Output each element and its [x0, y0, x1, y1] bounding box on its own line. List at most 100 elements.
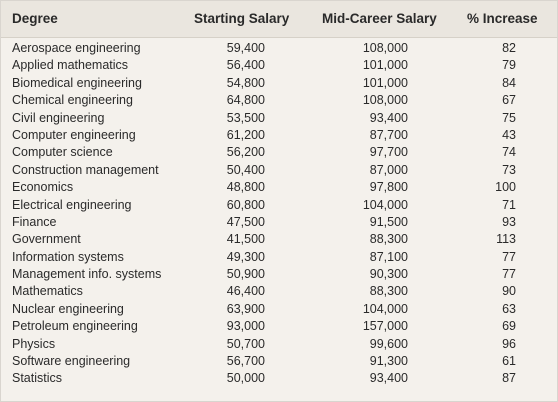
degree-cell: Mathematics — [12, 284, 83, 299]
percent-increase-cell: 67 — [502, 93, 516, 108]
percent-increase-cell: 43 — [502, 127, 516, 142]
table-row: Electrical engineering 60,800 104,000 71 — [1, 197, 557, 214]
starting-salary-cell: 50,000 — [226, 371, 265, 386]
percent-increase-cell: 69 — [502, 319, 516, 334]
degree-cell: Computer science — [12, 145, 113, 160]
degree-cell: Applied mathematics — [12, 58, 129, 73]
table-row: Biomedical engineering 54,800 101,000 84 — [1, 75, 557, 92]
starting-salary-cell: 50,700 — [226, 336, 265, 351]
degree-cell: Nuclear engineering — [12, 301, 124, 316]
degree-cell: Management info. systems — [12, 267, 162, 282]
mid-career-salary-cell: 87,000 — [369, 162, 408, 177]
starting-salary-cell: 56,700 — [226, 354, 265, 369]
table-header: Degree Starting Salary Mid-Career Salary… — [1, 1, 557, 38]
degree-cell: Government — [12, 232, 81, 247]
degree-cell: Finance — [12, 214, 57, 229]
starting-salary-cell: 61,200 — [226, 127, 265, 142]
percent-increase-cell: 75 — [502, 110, 516, 125]
degree-cell: Physics — [12, 336, 56, 351]
percent-increase-cell: 90 — [502, 284, 516, 299]
starting-salary-cell: 93,000 — [226, 319, 265, 334]
degree-cell: Statistics — [12, 371, 63, 386]
percent-increase-cell: 84 — [502, 75, 516, 90]
starting-salary-cell: 63,900 — [226, 301, 265, 316]
mid-career-salary-cell: 91,300 — [369, 354, 408, 369]
percent-increase-cell: 77 — [502, 249, 516, 264]
header-percent-increase: % Increase — [467, 11, 538, 26]
starting-salary-cell: 49,300 — [226, 249, 265, 264]
percent-increase-cell: 71 — [502, 197, 516, 212]
starting-salary-cell: 59,400 — [226, 41, 265, 55]
starting-salary-cell: 54,800 — [226, 75, 265, 90]
table-row: Computer engineering 61,200 87,700 43 — [1, 127, 557, 144]
mid-career-salary-cell: 88,300 — [369, 232, 408, 247]
starting-salary-cell: 46,400 — [226, 284, 265, 299]
mid-career-salary-cell: 91,500 — [369, 214, 408, 229]
percent-increase-cell: 61 — [502, 354, 516, 369]
table-row: Information systems 49,300 87,100 77 — [1, 249, 557, 266]
mid-career-salary-cell: 101,000 — [362, 58, 408, 73]
mid-career-salary-cell: 93,400 — [369, 371, 408, 386]
mid-career-salary-cell: 97,700 — [369, 145, 408, 160]
degree-cell: Biomedical engineering — [12, 75, 142, 90]
table-row: Applied mathematics 56,400 101,000 79 — [1, 57, 557, 74]
table-row: Finance 47,500 91,500 93 — [1, 214, 557, 231]
degree-cell: Economics — [12, 180, 74, 195]
mid-career-salary-cell: 101,000 — [362, 75, 408, 90]
table-row: Civil engineering 53,500 93,400 75 — [1, 110, 557, 127]
mid-career-salary-cell: 93,400 — [369, 110, 408, 125]
starting-salary-cell: 50,900 — [226, 267, 265, 282]
mid-career-salary-cell: 99,600 — [369, 336, 408, 351]
table-row: Aerospace engineering 59,400 108,000 82 — [1, 40, 557, 57]
table-row: Management info. systems 50,900 90,300 7… — [1, 266, 557, 283]
percent-increase-cell: 74 — [502, 145, 516, 160]
mid-career-salary-cell: 88,300 — [369, 284, 408, 299]
degree-cell: Computer engineering — [12, 127, 136, 142]
table-row: Physics 50,700 99,600 96 — [1, 336, 557, 353]
percent-increase-cell: 87 — [502, 371, 516, 386]
starting-salary-cell: 53,500 — [226, 110, 265, 125]
percent-increase-cell: 113 — [496, 232, 516, 247]
starting-salary-cell: 56,200 — [226, 145, 265, 160]
table-row: Mathematics 46,400 88,300 90 — [1, 283, 557, 300]
degree-cell: Information systems — [12, 249, 124, 264]
table-row: Economics 48,800 97,800 100 — [1, 179, 557, 196]
degree-cell: Civil engineering — [12, 110, 105, 125]
mid-career-salary-cell: 108,000 — [362, 41, 408, 55]
starting-salary-cell: 64,800 — [226, 93, 265, 108]
table-row: Nuclear engineering 63,900 104,000 63 — [1, 301, 557, 318]
starting-salary-cell: 60,800 — [226, 197, 265, 212]
percent-increase-cell: 93 — [502, 214, 516, 229]
percent-increase-cell: 73 — [502, 162, 516, 177]
mid-career-salary-cell: 87,700 — [369, 127, 408, 142]
table-row: Computer science 56,200 97,700 74 — [1, 144, 557, 161]
starting-salary-cell: 47,500 — [226, 214, 265, 229]
starting-salary-cell: 50,400 — [226, 162, 265, 177]
degree-cell: Chemical engineering — [12, 93, 133, 108]
percent-increase-cell: 63 — [502, 301, 516, 316]
mid-career-salary-cell: 108,000 — [362, 93, 408, 108]
degree-cell: Aerospace engineering — [12, 41, 141, 55]
starting-salary-cell: 48,800 — [226, 180, 265, 195]
header-degree: Degree — [12, 11, 58, 26]
degree-cell: Electrical engineering — [12, 197, 132, 212]
mid-career-salary-cell: 87,100 — [369, 249, 408, 264]
table-row: Software engineering 56,700 91,300 61 — [1, 353, 557, 370]
degree-cell: Software engineering — [12, 354, 131, 369]
mid-career-salary-cell: 157,000 — [362, 319, 408, 334]
table-row: Chemical engineering 64,800 108,000 67 — [1, 92, 557, 109]
mid-career-salary-cell: 104,000 — [362, 301, 408, 316]
percent-increase-cell: 96 — [502, 336, 516, 351]
percent-increase-cell: 100 — [495, 180, 516, 195]
header-mid-career-salary: Mid-Career Salary — [322, 11, 437, 26]
degree-cell: Petroleum engineering — [12, 319, 138, 334]
starting-salary-cell: 41,500 — [226, 232, 265, 247]
header-starting-salary: Starting Salary — [194, 11, 290, 26]
table-body: Aerospace engineering 59,400 108,000 82 … — [1, 40, 557, 388]
table-row: Petroleum engineering 93,000 157,000 69 — [1, 318, 557, 335]
mid-career-salary-cell: 104,000 — [362, 197, 408, 212]
mid-career-salary-cell: 97,800 — [369, 180, 408, 195]
table-row: Construction management 50,400 87,000 73 — [1, 162, 557, 179]
mid-career-salary-cell: 90,300 — [369, 267, 408, 282]
